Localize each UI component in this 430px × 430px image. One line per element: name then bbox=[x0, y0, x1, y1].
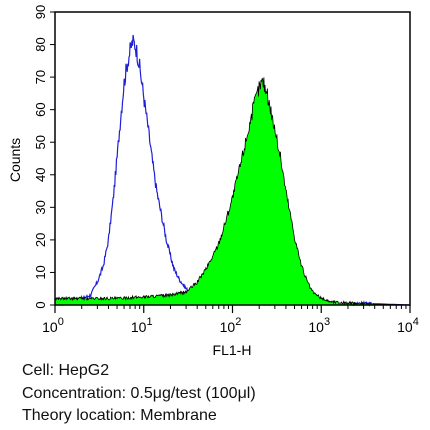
x-tick-label: 103 bbox=[308, 316, 330, 335]
y-axis-label: Counts bbox=[7, 138, 23, 182]
x-tick-label: 104 bbox=[397, 316, 419, 335]
x-axis-label: FL1-H bbox=[213, 342, 252, 358]
x-tick-label: 102 bbox=[220, 316, 242, 335]
y-tick-label: 90 bbox=[33, 5, 48, 19]
y-axis: 0 10 20 30 40 50 60 70 80 90 bbox=[33, 5, 55, 309]
caption-theory-location: Theory location: Membrane bbox=[22, 407, 217, 424]
x-tick-label: 101 bbox=[131, 316, 153, 335]
y-tick-label: 50 bbox=[33, 135, 48, 149]
y-tick-label: 30 bbox=[33, 200, 48, 214]
y-tick-label: 70 bbox=[33, 70, 48, 84]
y-tick-label: 20 bbox=[33, 233, 48, 247]
series-filled-histogram bbox=[54, 77, 410, 307]
y-tick-label: 60 bbox=[33, 102, 48, 116]
caption-cell: Cell: HepG2 bbox=[22, 362, 110, 379]
series-layer bbox=[54, 34, 410, 307]
y-tick-label: 40 bbox=[33, 168, 48, 182]
x-axis: 100 101 102 103 104 bbox=[42, 305, 419, 335]
y-tick-label: 0 bbox=[33, 301, 48, 308]
flow-cytometry-histogram: 0 10 20 30 40 50 60 70 80 90 100 101 102 103 104 Coun… bbox=[7, 5, 419, 358]
y-tick-label: 80 bbox=[33, 37, 48, 51]
x-tick-label: 100 bbox=[42, 316, 64, 335]
y-tick-label: 10 bbox=[33, 265, 48, 279]
caption-concentration: Concentration: 0.5μg/test (100μl) bbox=[22, 385, 256, 402]
